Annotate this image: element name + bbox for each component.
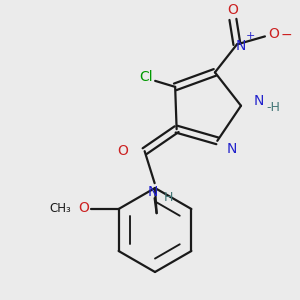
Text: O: O (268, 27, 279, 41)
Text: CH₃: CH₃ (50, 202, 71, 214)
Text: H: H (164, 191, 173, 204)
Text: N: N (254, 94, 264, 108)
Text: N: N (226, 142, 236, 156)
Text: N: N (147, 185, 158, 199)
Text: +: + (246, 32, 256, 41)
Text: Cl: Cl (139, 70, 153, 84)
Text: N: N (236, 39, 246, 53)
Text: O: O (227, 3, 239, 17)
Text: −: − (280, 27, 292, 41)
Text: -H: -H (266, 101, 280, 114)
Text: O: O (117, 144, 128, 158)
Text: O: O (78, 201, 89, 215)
